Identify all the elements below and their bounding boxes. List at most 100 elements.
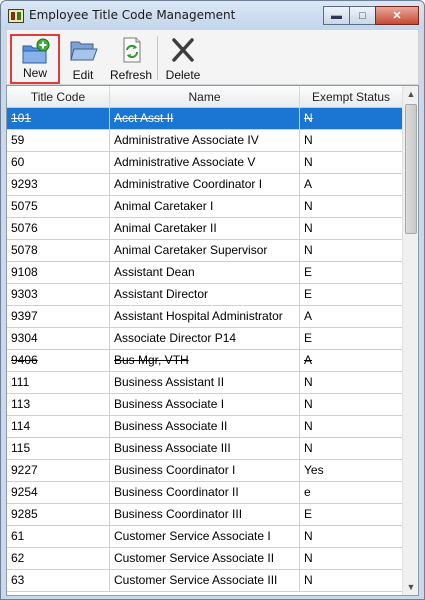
table-row[interactable]: 9254 Business Coordinator II e	[7, 482, 403, 504]
cell-exempt-status[interactable]: N	[300, 240, 403, 261]
cell-title-code[interactable]: 60	[7, 152, 110, 173]
cell-name[interactable]: Animal Caretaker II	[110, 218, 300, 239]
cell-title-code[interactable]: 61	[7, 526, 110, 547]
table-row[interactable]: 9406 Bus Mgr, VTH A	[7, 350, 403, 372]
cell-title-code[interactable]: 9227	[7, 460, 110, 481]
table-row[interactable]: 9227 Business Coordinator I Yes	[7, 460, 403, 482]
cell-name[interactable]: Associate Director P14	[110, 328, 300, 349]
cell-exempt-status[interactable]: N	[300, 108, 403, 129]
cell-name[interactable]: Business Assistant II	[110, 372, 300, 393]
cell-title-code[interactable]: 9254	[7, 482, 110, 503]
cell-exempt-status[interactable]: N	[300, 218, 403, 239]
cell-exempt-status[interactable]: N	[300, 526, 403, 547]
cell-exempt-status[interactable]: E	[300, 504, 403, 525]
cell-name[interactable]: Animal Caretaker I	[110, 196, 300, 217]
cell-name[interactable]: Assistant Director	[110, 284, 300, 305]
table-row[interactable]: 61 Customer Service Associate I N	[7, 526, 403, 548]
cell-name[interactable]: Business Associate I	[110, 394, 300, 415]
cell-title-code[interactable]: 63	[7, 570, 110, 591]
table-row[interactable]: 59 Administrative Associate IV N	[7, 130, 403, 152]
cell-exempt-status[interactable]: A	[300, 306, 403, 327]
cell-exempt-status[interactable]: E	[300, 262, 403, 283]
table-row[interactable]: 111 Business Assistant II N	[7, 372, 403, 394]
cell-name[interactable]: Business Coordinator I	[110, 460, 300, 481]
table-row[interactable]: 5075 Animal Caretaker I N	[7, 196, 403, 218]
cell-exempt-status[interactable]: N	[300, 130, 403, 151]
cell-exempt-status[interactable]: e	[300, 482, 403, 503]
cell-exempt-status[interactable]: N	[300, 548, 403, 569]
cell-name[interactable]: Customer Service Associate III	[110, 570, 300, 591]
column-header-exempt-status[interactable]: Exempt Status	[300, 86, 403, 108]
cell-exempt-status[interactable]: N	[300, 372, 403, 393]
cell-name[interactable]: Administrative Associate IV	[110, 130, 300, 151]
column-header-title-code[interactable]: Title Code	[7, 86, 110, 108]
new-button[interactable]: New	[10, 34, 60, 84]
scroll-down-button[interactable]: ▼	[403, 579, 418, 595]
cell-name[interactable]: Administrative Associate V	[110, 152, 300, 173]
cell-title-code[interactable]: 59	[7, 130, 110, 151]
delete-button[interactable]: Delete	[164, 34, 202, 84]
cell-exempt-status[interactable]: N	[300, 416, 403, 437]
cell-exempt-status[interactable]: N	[300, 196, 403, 217]
scroll-up-button[interactable]: ▲	[403, 86, 418, 102]
table-row[interactable]: 63 Customer Service Associate III N	[7, 570, 403, 592]
cell-title-code[interactable]: 9397	[7, 306, 110, 327]
maximize-button[interactable]: □	[349, 6, 376, 25]
cell-exempt-status[interactable]: N	[300, 394, 403, 415]
table-row[interactable]: 62 Customer Service Associate II N	[7, 548, 403, 570]
close-button[interactable]: ✕	[375, 6, 419, 25]
cell-exempt-status[interactable]: Yes	[300, 460, 403, 481]
cell-title-code[interactable]: 9285	[7, 504, 110, 525]
cell-title-code[interactable]: 9406	[7, 350, 110, 371]
table-row[interactable]: 9293 Administrative Coordinator I A	[7, 174, 403, 196]
cell-name[interactable]: Business Coordinator II	[110, 482, 300, 503]
cell-name[interactable]: Assistant Hospital Administrator	[110, 306, 300, 327]
cell-name[interactable]: Customer Service Associate I	[110, 526, 300, 547]
cell-exempt-status[interactable]: N	[300, 152, 403, 173]
cell-title-code[interactable]: 5078	[7, 240, 110, 261]
cell-title-code[interactable]: 9293	[7, 174, 110, 195]
cell-exempt-status[interactable]: A	[300, 174, 403, 195]
vertical-scrollbar[interactable]: ▲ ▼	[402, 86, 418, 595]
cell-title-code[interactable]: 62	[7, 548, 110, 569]
cell-title-code[interactable]: 115	[7, 438, 110, 459]
table-row[interactable]: 5076 Animal Caretaker II N	[7, 218, 403, 240]
table-row[interactable]: 60 Administrative Associate V N	[7, 152, 403, 174]
table-row[interactable]: 9304 Associate Director P14 E	[7, 328, 403, 350]
cell-name[interactable]: Bus Mgr, VTH	[110, 350, 300, 371]
cell-title-code[interactable]: 5076	[7, 218, 110, 239]
cell-name[interactable]: Animal Caretaker Supervisor	[110, 240, 300, 261]
cell-title-code[interactable]: 9304	[7, 328, 110, 349]
table-row[interactable]: 9303 Assistant Director E	[7, 284, 403, 306]
minimize-button[interactable]: ▬	[323, 6, 350, 25]
table-row[interactable]: 101 Acct Asst II N	[7, 108, 403, 130]
cell-title-code[interactable]: 111	[7, 372, 110, 393]
table-row[interactable]: 9397 Assistant Hospital Administrator A	[7, 306, 403, 328]
table-row[interactable]: 114 Business Associate II N	[7, 416, 403, 438]
cell-title-code[interactable]: 5075	[7, 196, 110, 217]
cell-exempt-status[interactable]: A	[300, 350, 403, 371]
cell-name[interactable]: Administrative Coordinator I	[110, 174, 300, 195]
cell-title-code[interactable]: 113	[7, 394, 110, 415]
cell-name[interactable]: Assistant Dean	[110, 262, 300, 283]
cell-exempt-status[interactable]: E	[300, 284, 403, 305]
cell-exempt-status[interactable]: N	[300, 570, 403, 591]
column-header-name[interactable]: Name	[110, 86, 300, 108]
cell-name[interactable]: Business Associate III	[110, 438, 300, 459]
table-row[interactable]: 9108 Assistant Dean E	[7, 262, 403, 284]
cell-title-code[interactable]: 114	[7, 416, 110, 437]
cell-title-code[interactable]: 9108	[7, 262, 110, 283]
cell-title-code[interactable]: 9303	[7, 284, 110, 305]
cell-name[interactable]: Business Coordinator III	[110, 504, 300, 525]
table-row[interactable]: 5078 Animal Caretaker Supervisor N	[7, 240, 403, 262]
table-row[interactable]: 113 Business Associate I N	[7, 394, 403, 416]
table-row[interactable]: 9285 Business Coordinator III E	[7, 504, 403, 526]
cell-name[interactable]: Customer Service Associate II	[110, 548, 300, 569]
table-row[interactable]: 115 Business Associate III N	[7, 438, 403, 460]
cell-exempt-status[interactable]: E	[300, 328, 403, 349]
cell-exempt-status[interactable]: N	[300, 438, 403, 459]
cell-title-code[interactable]: 101	[7, 108, 110, 129]
title-bar[interactable]: Employee Title Code Management ▬ □ ✕	[1, 1, 424, 29]
cell-name[interactable]: Business Associate II	[110, 416, 300, 437]
app-icon[interactable]	[8, 9, 24, 23]
